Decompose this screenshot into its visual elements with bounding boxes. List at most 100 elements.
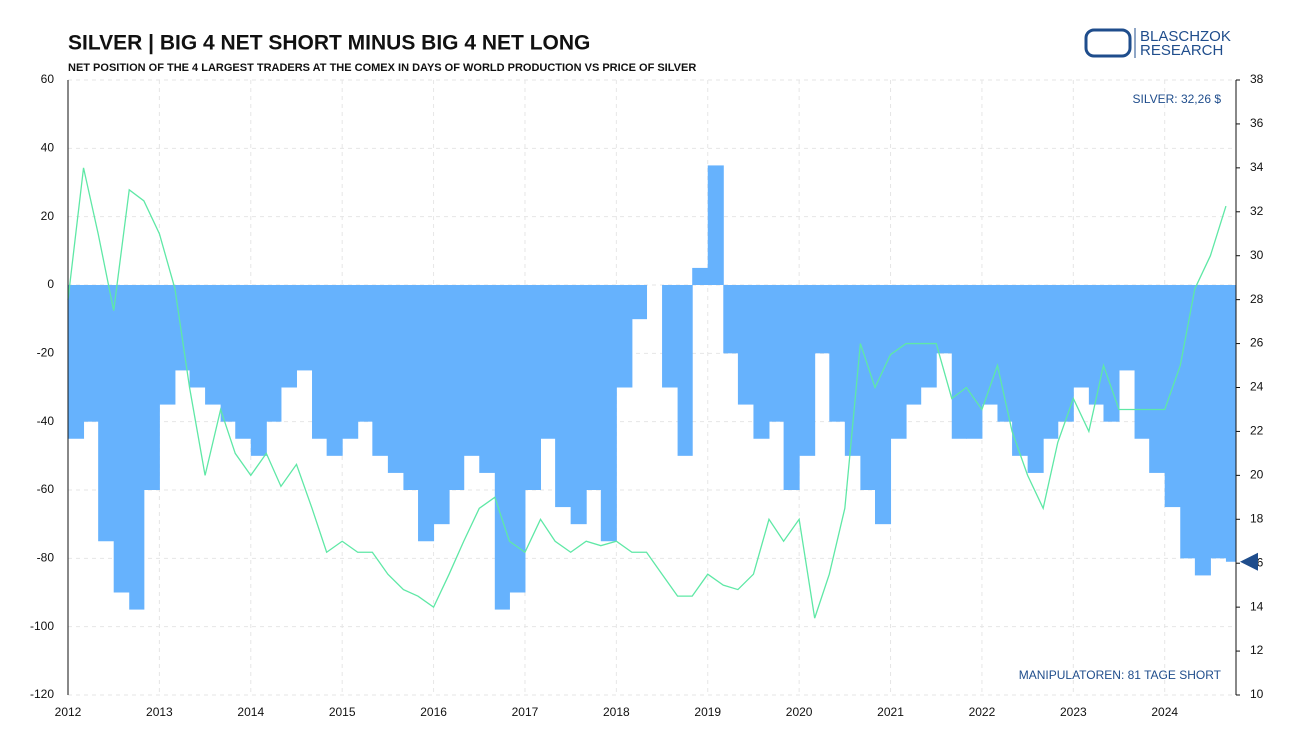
logo-text: BLASCHZOK [1140,28,1231,45]
bar [372,285,389,456]
bar [159,285,176,405]
bar [844,285,861,456]
bar [387,285,404,473]
bar [600,285,617,542]
bar [342,285,359,439]
y2-tick-label: 10 [1250,687,1264,701]
chart-title: SILVER | BIG 4 NET SHORT MINUS BIG 4 NET… [68,32,590,55]
bar [616,285,633,388]
bar [936,285,953,354]
bar [524,285,542,490]
y-tick-label: -120 [30,687,54,701]
bar [418,285,435,542]
bar [296,285,313,371]
y2-tick-label: 26 [1250,336,1264,350]
bar [1103,285,1120,422]
bar [174,285,191,371]
bar [280,285,297,388]
y2-tick-label: 38 [1250,72,1264,86]
x-tick-label: 2024 [1151,705,1178,719]
y2-tick-label: 30 [1250,248,1264,262]
bar [326,285,343,456]
bar [631,285,648,320]
bar [753,285,770,439]
bar [540,285,556,439]
x-tick-label: 2017 [512,705,539,719]
bar [1149,285,1166,473]
x-tick-label: 2015 [329,705,356,719]
y-tick-label: -60 [37,482,55,496]
x-tick-label: 2019 [694,705,721,719]
bar [555,285,572,508]
bar [312,285,328,439]
bar [433,285,450,525]
y2-tick-label: 14 [1250,599,1264,613]
logo-text: RESEARCH [1140,42,1223,59]
bar [189,285,206,388]
x-tick-label: 2018 [603,705,630,719]
bar [570,285,587,525]
bar [662,285,679,388]
bar [266,285,282,422]
x-tick-label: 2021 [877,705,904,719]
bar [799,285,816,456]
bar [890,285,907,439]
bar [98,285,115,542]
bar [874,285,892,525]
y2-tick-label: 12 [1250,643,1264,657]
y-tick-label: 0 [47,277,54,291]
bar [677,285,693,456]
bar [966,285,983,439]
layer [67,165,1237,619]
y2-tick-label: 20 [1250,468,1264,482]
bar [707,165,724,285]
logo-icon [1084,28,1132,58]
x-tick-label: 2012 [55,705,82,719]
bar [1043,285,1059,439]
bar [768,285,785,422]
bar [494,285,510,610]
bar [906,285,922,405]
bar [509,285,526,593]
bar [586,285,602,490]
y2-tick-label: 24 [1250,380,1264,394]
bar [357,285,373,422]
y2-tick-label: 32 [1250,204,1264,218]
bar [1027,285,1044,473]
bar [1119,285,1136,371]
x-tick-label: 2013 [146,705,173,719]
annotation: MANIPULATOREN: 81 TAGE SHORT [1019,668,1222,682]
bar [1164,285,1181,508]
bar [220,285,236,422]
bar [1057,285,1074,422]
bar [143,285,160,490]
bar [113,285,130,593]
bar [1210,285,1227,559]
bar [1073,285,1090,388]
bar [1180,285,1196,559]
x-tick-label: 2023 [1060,705,1087,719]
bar [463,285,480,456]
chart-subtitle: NET POSITION OF THE 4 LARGEST TRADERS AT… [68,62,696,74]
bar [814,285,830,354]
bar [920,285,937,388]
bar [829,285,846,422]
x-tick-label: 2014 [237,705,264,719]
y2-tick-label: 36 [1250,116,1264,130]
bar [235,285,252,439]
y-tick-label: -20 [37,346,55,360]
y-tick-label: 20 [41,209,55,223]
bar [1088,285,1104,405]
y2-tick-label: 22 [1250,424,1264,438]
x-tick-label: 2016 [420,705,447,719]
price-line [67,167,1227,619]
y-tick-label: -80 [37,551,55,565]
bar [783,285,800,490]
y2-tick-label: 18 [1250,511,1264,525]
annotation: SILVER: 32,26 $ [1133,92,1222,106]
bar [737,285,754,405]
bar [951,285,967,439]
bar [1194,285,1211,576]
bar [723,285,739,354]
